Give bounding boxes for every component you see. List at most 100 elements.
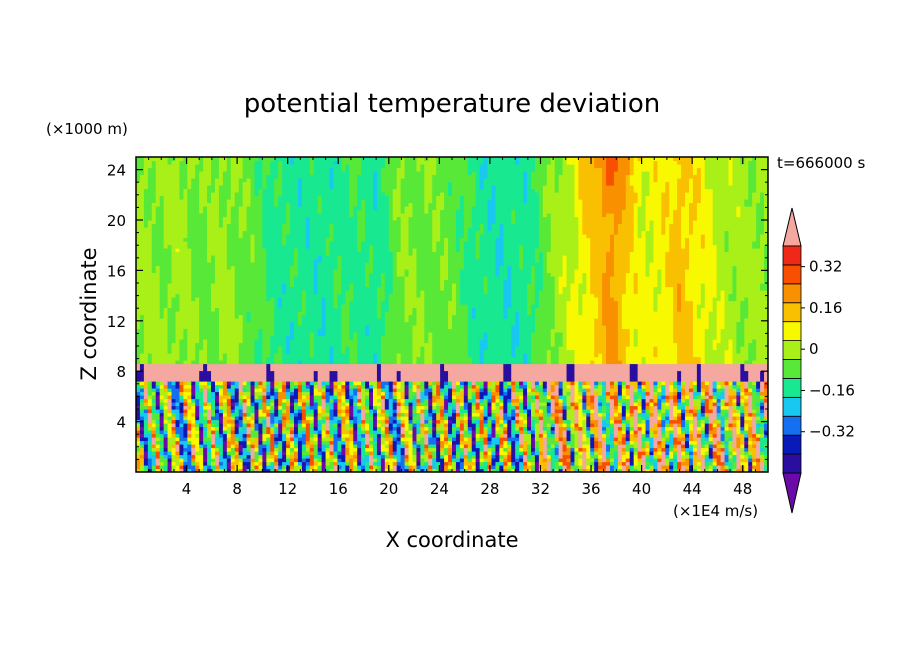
heatmap-cell bbox=[349, 458, 354, 462]
heatmap-cell bbox=[183, 185, 188, 189]
heatmap-cell bbox=[148, 276, 153, 280]
heatmap-cell bbox=[148, 297, 153, 301]
heatmap-cell bbox=[258, 325, 263, 329]
heatmap-cell bbox=[306, 192, 311, 196]
heatmap-cell bbox=[179, 385, 184, 389]
heatmap-cell bbox=[156, 273, 161, 277]
heatmap-cell bbox=[341, 388, 346, 392]
heatmap-cell bbox=[199, 185, 204, 189]
heatmap-cell bbox=[290, 276, 295, 280]
heatmap-cell bbox=[302, 406, 307, 410]
heatmap-cell bbox=[156, 437, 161, 441]
heatmap-cell bbox=[239, 199, 244, 203]
heatmap-cell bbox=[160, 189, 165, 193]
heatmap-cell bbox=[286, 227, 291, 231]
heatmap-cell bbox=[179, 189, 184, 193]
heatmap-cell bbox=[231, 287, 236, 291]
heatmap-cell bbox=[290, 343, 295, 347]
heatmap-cell bbox=[156, 458, 161, 462]
heatmap-cell bbox=[191, 402, 196, 406]
heatmap-cell bbox=[255, 224, 260, 228]
heatmap-cell bbox=[286, 385, 291, 389]
heatmap-cell bbox=[298, 175, 303, 179]
heatmap-cell bbox=[341, 213, 346, 217]
heatmap-cell bbox=[337, 458, 342, 462]
heatmap-cell bbox=[199, 395, 204, 399]
heatmap-cell bbox=[334, 297, 339, 301]
heatmap-cell bbox=[227, 248, 232, 252]
heatmap-cell bbox=[278, 171, 283, 175]
heatmap-cell bbox=[227, 189, 232, 193]
heatmap-cell bbox=[310, 185, 315, 189]
heatmap-cell bbox=[183, 395, 188, 399]
heatmap-cell bbox=[144, 409, 149, 413]
heatmap-cell bbox=[195, 402, 200, 406]
heatmap-cell bbox=[274, 196, 279, 200]
heatmap-cell bbox=[231, 364, 236, 368]
heatmap-cell bbox=[203, 367, 208, 371]
heatmap-cell bbox=[239, 416, 244, 420]
heatmap-cell bbox=[314, 406, 319, 410]
heatmap-cell bbox=[278, 315, 283, 319]
heatmap-cell bbox=[322, 182, 327, 186]
heatmap-cell bbox=[337, 371, 342, 375]
heatmap-cell bbox=[282, 185, 287, 189]
heatmap-cell bbox=[306, 287, 311, 291]
heatmap-cell bbox=[326, 343, 331, 347]
heatmap-cell bbox=[326, 262, 331, 266]
heatmap-cell bbox=[306, 308, 311, 312]
heatmap-cell bbox=[349, 399, 354, 403]
heatmap-cell bbox=[235, 280, 240, 284]
heatmap-cell bbox=[345, 329, 350, 333]
heatmap-cell bbox=[349, 164, 354, 168]
heatmap-cell bbox=[294, 273, 299, 277]
heatmap-cell bbox=[314, 217, 319, 221]
heatmap-cell bbox=[172, 203, 177, 207]
heatmap-cell bbox=[156, 301, 161, 305]
heatmap-cell bbox=[179, 378, 184, 382]
heatmap-cell bbox=[341, 248, 346, 252]
heatmap-cell bbox=[152, 175, 157, 179]
heatmap-cell bbox=[326, 420, 331, 424]
heatmap-cell bbox=[144, 273, 149, 277]
heatmap-cell bbox=[211, 444, 216, 448]
heatmap-cell bbox=[290, 248, 295, 252]
heatmap-cell bbox=[255, 462, 260, 466]
heatmap-cell bbox=[199, 175, 204, 179]
heatmap-cell bbox=[274, 301, 279, 305]
heatmap-cell bbox=[341, 171, 346, 175]
heatmap-cell bbox=[298, 458, 303, 462]
heatmap-cell bbox=[176, 164, 181, 168]
heatmap-cell bbox=[330, 441, 335, 445]
heatmap-cell bbox=[243, 406, 248, 410]
heatmap-cell bbox=[330, 336, 335, 340]
heatmap-cell bbox=[148, 413, 153, 417]
heatmap-cell bbox=[258, 374, 263, 378]
heatmap-cell bbox=[160, 315, 165, 319]
heatmap-cell bbox=[306, 451, 311, 455]
heatmap-cell bbox=[235, 178, 240, 182]
heatmap-cell bbox=[322, 381, 327, 385]
heatmap-cell bbox=[156, 182, 161, 186]
heatmap-cell bbox=[227, 360, 232, 364]
heatmap-cell bbox=[164, 252, 169, 256]
heatmap-cell bbox=[282, 304, 287, 308]
heatmap-cell bbox=[199, 248, 204, 252]
heatmap-cell bbox=[262, 231, 267, 235]
heatmap-cell bbox=[270, 252, 275, 256]
heatmap-cell bbox=[255, 280, 260, 284]
heatmap-cell bbox=[326, 427, 331, 431]
heatmap-cell bbox=[160, 220, 165, 224]
heatmap-cell bbox=[195, 381, 200, 385]
heatmap-cell bbox=[298, 437, 303, 441]
heatmap-cell bbox=[235, 427, 240, 431]
heatmap-cell bbox=[191, 350, 196, 354]
heatmap-cell bbox=[274, 413, 279, 417]
heatmap-cell bbox=[223, 245, 228, 249]
heatmap-cell bbox=[219, 399, 224, 403]
heatmap-cell bbox=[172, 423, 177, 427]
heatmap-cell bbox=[140, 255, 145, 259]
heatmap-cell bbox=[330, 290, 335, 294]
heatmap-cell bbox=[353, 448, 358, 452]
heatmap-cell bbox=[215, 262, 220, 266]
